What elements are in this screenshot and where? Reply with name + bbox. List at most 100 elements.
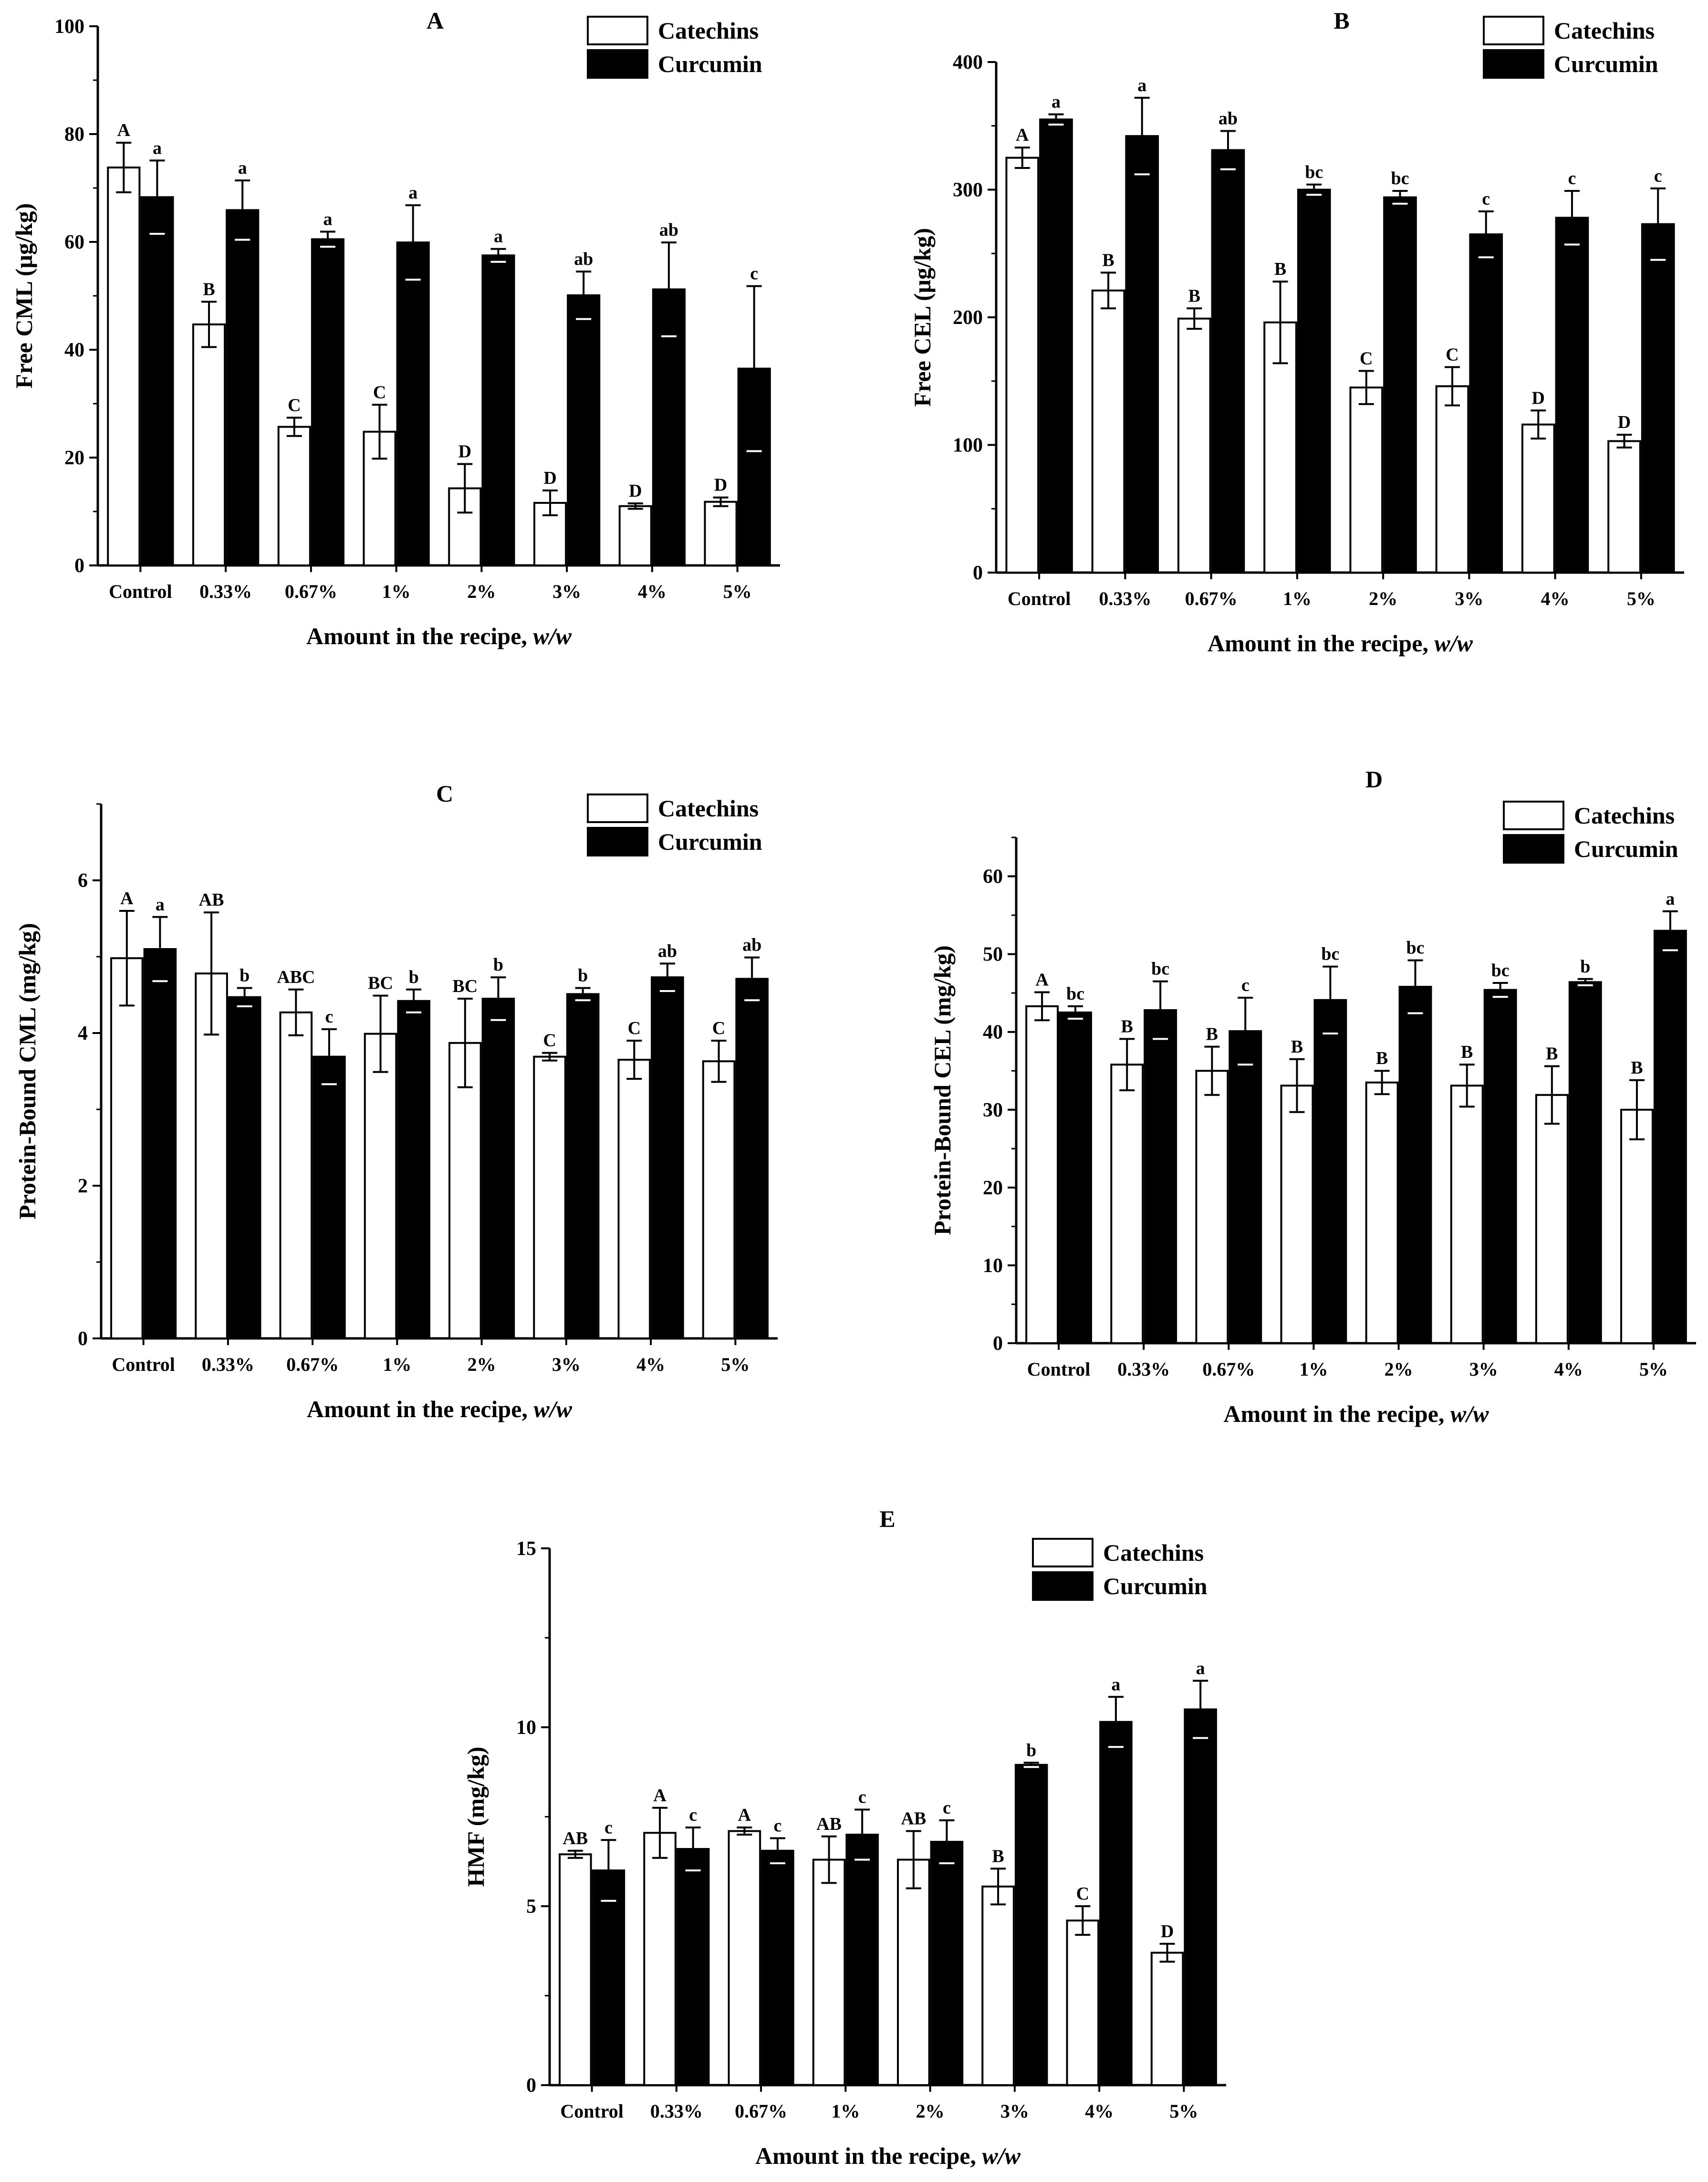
significance-letter: a [153,138,162,158]
x-tick-label: Control [109,581,172,602]
bar-curcumin-8 [1641,223,1675,574]
bar-curcumin-3 [1229,1030,1262,1344]
significance-letter: b [1580,957,1590,977]
significance-letter: c [604,1817,613,1837]
bar-curcumin-5 [1383,196,1417,574]
significance-letter: bc [1321,944,1339,964]
x-tick-label: 0.33% [1099,588,1151,609]
significance-letter: b [493,955,503,975]
y-axis-title: Free CEL (μg/kg) [909,228,936,407]
bar-curcumin-3 [312,1055,346,1340]
bar-curcumin-2 [226,209,260,566]
bar-catechins-3 [1177,317,1211,574]
bar-catechins-7 [1521,423,1555,574]
x-tick-label: 0.33% [199,581,252,602]
y-tick-label: 100 [54,16,84,38]
significance-letter: a [156,895,165,915]
panel-letter: A [427,7,444,34]
bar-curcumin-6 [1469,233,1503,574]
bar-catechins-2 [1110,1064,1144,1344]
bar-curcumin-3 [1211,149,1245,574]
x-tick-label: 4% [636,1354,665,1375]
significance-letter: a [1052,92,1061,112]
y-tick-label: 80 [64,124,84,146]
bar-catechins-4 [1280,1085,1314,1344]
legend-label-catechins: Catechins [1554,17,1655,44]
significance-letter: C [373,382,386,402]
significance-letter: c [858,1787,866,1807]
panel-letter: D [1365,766,1383,793]
significance-letter: B [1291,1037,1303,1057]
x-tick-label: 0.33% [202,1354,254,1375]
y-tick-label: 0 [526,2075,536,2097]
bar-catechins-3 [728,1830,761,2086]
significance-letter: c [1241,975,1250,995]
significance-letter: c [689,1805,697,1825]
significance-letter: c [1568,168,1576,188]
significance-letter: A [1016,125,1029,145]
y-axis-title: HMF (mg/kg) [462,1747,489,1887]
significance-letter: a [1137,75,1146,95]
x-tick-label: 5% [721,1354,750,1375]
legend-swatch-catechins [587,16,648,45]
significance-letter: a [1111,1674,1120,1694]
significance-letter: AB [901,1809,926,1829]
significance-letter: A [653,1785,667,1806]
x-tick-label: 0.67% [735,2100,787,2122]
significance-letter: c [325,1007,333,1027]
x-tick-label: 1% [1299,1358,1328,1380]
legend-swatch-curcumin [1032,1571,1094,1601]
bar-curcumin-5 [481,254,515,566]
y-tick-label: 2 [78,1175,88,1197]
x-tick-label: 5% [1639,1358,1668,1380]
x-tick-label: 2% [916,2100,945,2122]
panel-letter: E [879,1505,895,1532]
bar-catechins-1 [1005,157,1040,574]
significance-letter: c [1654,166,1662,186]
x-tick-label: 5% [1169,2100,1198,2122]
significance-letter: c [943,1798,951,1818]
significance-letter: C [1446,345,1458,365]
x-tick-label: Control [1027,1358,1091,1380]
significance-letter: B [1188,286,1200,306]
significance-letter: B [203,279,215,299]
significance-letter: b [578,966,588,986]
y-tick-label: 20 [983,1177,1003,1199]
y-axis-title: Protein-Bound CML (mg/kg) [14,923,41,1219]
bar-curcumin-2 [1144,1009,1177,1344]
y-tick-label: 100 [953,435,983,457]
significance-letter: ABC [277,967,315,987]
bar-curcumin-5 [1398,986,1432,1344]
bar-curcumin-4 [1313,999,1347,1345]
x-tick-label: 0.67% [1185,588,1238,609]
y-tick-label: 30 [983,1099,1003,1121]
x-axis-title: Amount in the recipe, w/w [306,623,572,649]
bar-catechins-5 [448,487,482,566]
y-tick-label: 60 [64,231,84,253]
x-tick-label: 3% [1455,588,1483,609]
bar-curcumin-1 [143,948,177,1339]
legend-swatch-curcumin [1483,49,1544,79]
significance-letter: AB [816,1814,842,1834]
bar-curcumin-2 [228,996,261,1340]
x-tick-label: 0.33% [1117,1358,1170,1380]
significance-letter: C [288,395,301,415]
significance-letter: c [750,264,758,284]
bar-catechins-5 [1349,386,1384,574]
bar-curcumin-7 [651,976,684,1339]
x-tick-label: 3% [552,1354,581,1375]
significance-letter: B [1102,250,1114,270]
significance-letter: D [1618,412,1631,432]
significance-letter: C [543,1031,556,1051]
legend-label-curcumin: Curcumin [1103,1573,1208,1599]
significance-letter: B [1631,1058,1643,1078]
bar-curcumin-5 [930,1841,964,2086]
x-axis-title: Amount in the recipe, w/w [755,2142,1021,2169]
x-tick-label: Control [1008,588,1071,609]
x-tick-label: 2% [1385,1358,1413,1380]
bar-catechins-8 [704,501,738,567]
legend-label-catechins: Catechins [658,17,759,44]
significance-letter: B [1546,1044,1558,1064]
bar-catechins-8 [1620,1108,1654,1345]
